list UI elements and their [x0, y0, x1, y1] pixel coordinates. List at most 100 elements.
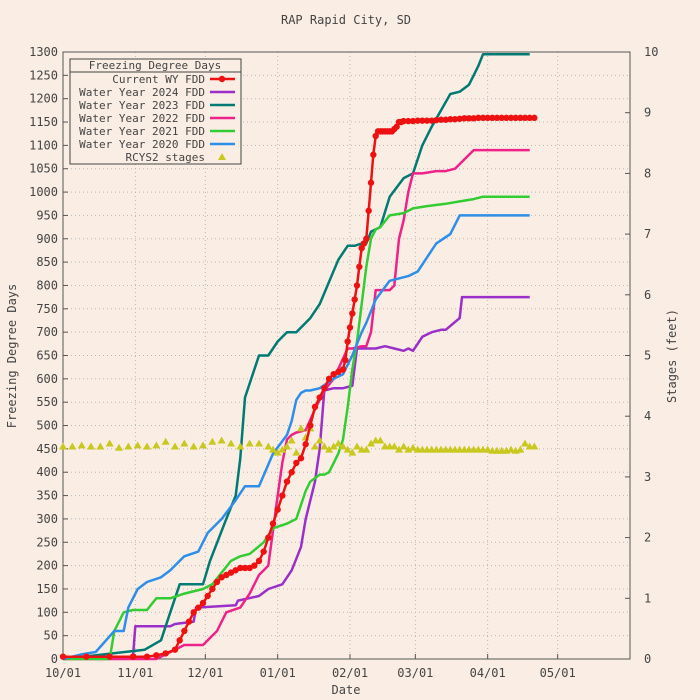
rcys2-stages-point — [68, 442, 77, 450]
y-tick-label: 650 — [36, 349, 58, 363]
y-tick-label: 50 — [44, 629, 58, 643]
current-wy-fdd-point — [370, 151, 377, 158]
y-tick-label: 900 — [36, 232, 58, 246]
legend-swatch — [218, 153, 226, 160]
current-wy-fdd-point — [59, 653, 67, 660]
current-wy-fdd-point — [83, 653, 90, 660]
rcys2-stages-point — [362, 445, 371, 453]
rcys2-stages-point — [245, 439, 254, 447]
current-wy-fdd-point — [288, 469, 295, 476]
rcys2-stages-point — [297, 424, 305, 432]
y-tick-label: 1250 — [29, 68, 58, 82]
rcys2-stages-point — [77, 441, 86, 449]
current-wy-fdd-point — [190, 609, 197, 616]
current-wy-fdd-point — [302, 441, 309, 448]
y2-tick-label: 7 — [644, 227, 651, 241]
rcys2-stages-point — [395, 445, 403, 453]
x-tick-label: 05/01 — [540, 666, 576, 680]
current-wy-fdd-point — [465, 115, 473, 122]
rcys2-stages-point — [161, 437, 170, 445]
current-wy-fdd-point — [129, 653, 137, 660]
current-wy-fdd-point — [209, 585, 216, 593]
current-wy-fdd-point — [176, 637, 183, 644]
current-wy-fdd-point — [526, 114, 533, 122]
current-wy-fdd-point — [311, 403, 319, 411]
y-tick-label: 600 — [36, 372, 58, 386]
rcys2-stages-point — [367, 439, 375, 447]
current-wy-fdd-point — [204, 592, 211, 600]
y-tick-label: 1300 — [29, 45, 58, 59]
legend-label: Water Year 2020 FDD — [79, 138, 205, 151]
y2-tick-label: 4 — [644, 409, 651, 423]
current-wy-fdd-point — [498, 114, 505, 122]
current-wy-fdd-point — [162, 650, 169, 657]
y2-axis-label: Stages (feet) — [665, 309, 679, 403]
y2-tick-label: 9 — [644, 106, 651, 120]
rcys2-stages-point — [283, 442, 291, 450]
current-wy-fdd-point — [405, 117, 412, 125]
current-wy-fdd-point — [251, 562, 258, 569]
y-tick-label: 550 — [36, 395, 58, 409]
y-tick-label: 950 — [36, 208, 58, 222]
current-wy-fdd-point — [199, 599, 207, 607]
x-tick-label: 12/01 — [187, 666, 223, 680]
rcys2-stages-point — [339, 442, 347, 450]
y-tick-label: 100 — [36, 605, 58, 619]
rcys2-stages-point — [320, 442, 329, 450]
current-wy-fdd-point — [489, 114, 496, 122]
rcys2-stages-point — [390, 442, 399, 450]
rcys2-stages-point — [278, 445, 287, 453]
current-wy-fdd-point — [171, 646, 179, 653]
current-wy-fdd-point — [442, 116, 449, 123]
current-wy-fdd-point — [106, 653, 113, 660]
rcys2-stages-point — [325, 445, 333, 453]
axis-ticks: 0501001502002503003504004505005506006507… — [29, 45, 658, 680]
legend-label: Water Year 2021 FDD — [79, 125, 205, 138]
rcys2-stages-point — [180, 439, 189, 447]
rcys2-stages-point — [143, 442, 151, 450]
current-wy-fdd-point — [521, 114, 529, 122]
rcys2-stages-point — [404, 445, 413, 453]
x-tick-label: 11/01 — [117, 666, 153, 680]
rcys2-stages-point — [59, 442, 67, 450]
rcys2-stages-point — [334, 439, 343, 447]
legend-box — [69, 58, 242, 165]
current-wy-fdd-point — [237, 564, 244, 572]
rcys2-stages-point — [521, 439, 529, 447]
water-year-2023-fdd-line — [62, 53, 530, 661]
current-wy-fdd-point — [293, 459, 300, 467]
y-tick-label: 700 — [36, 325, 58, 339]
current-wy-fdd-point — [316, 394, 323, 401]
rcys2-stages-point — [255, 439, 263, 447]
current-wy-fdd-point — [346, 324, 354, 331]
current-wy-fdd-point — [195, 604, 202, 611]
legend-title: Freezing Degree Days — [89, 59, 221, 72]
current-wy-fdd-point — [213, 578, 221, 586]
rcys2-stages-point — [399, 442, 408, 450]
current-wy-fdd-point — [423, 117, 431, 124]
rcys2-stages-point — [189, 442, 198, 450]
current-wy-fdd-point — [507, 114, 515, 122]
rcys2-stages-point — [409, 443, 417, 451]
current-wy-fdd-point — [353, 282, 361, 289]
y-tick-label: 1050 — [29, 162, 58, 176]
legend-label: Water Year 2023 FDD — [79, 99, 205, 112]
y2-tick-label: 1 — [644, 591, 651, 605]
rcys2-stages-point — [236, 442, 245, 450]
rcys2-stages-point — [292, 448, 301, 456]
y-tick-label: 350 — [36, 489, 58, 503]
y2-tick-label: 2 — [644, 531, 651, 545]
y2-tick-label: 5 — [644, 349, 651, 363]
current-wy-fdd-point — [367, 179, 375, 186]
current-wy-fdd-point — [241, 564, 249, 572]
current-wy-fdd-point — [307, 422, 314, 429]
current-wy-fdd-point — [512, 114, 519, 122]
y2-tick-label: 0 — [644, 652, 651, 666]
y-axis-label: Freezing Degree Days — [5, 284, 19, 429]
rcys2-stages-point — [87, 442, 95, 450]
current-wy-fdd-point — [265, 534, 272, 541]
current-wy-fdd-point — [447, 116, 454, 123]
rcys2-stages-point — [152, 441, 161, 449]
